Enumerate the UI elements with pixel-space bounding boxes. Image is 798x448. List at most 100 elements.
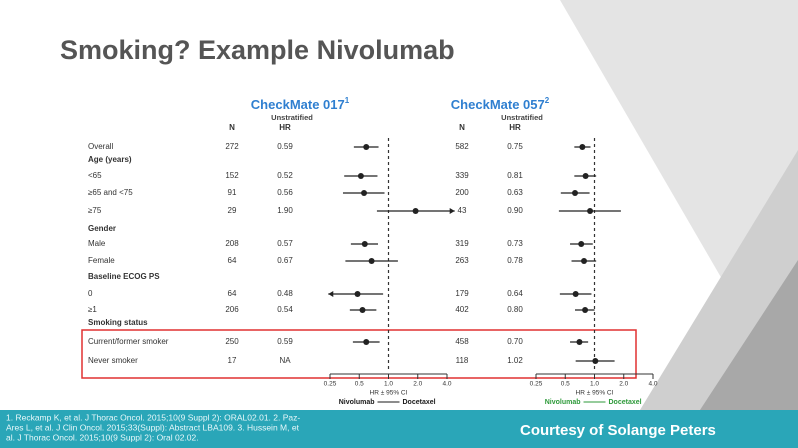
n-value: 206 [225, 305, 239, 314]
x-tick-label: 0.5 [561, 381, 570, 388]
footer-band [0, 410, 798, 448]
n-value: 29 [228, 206, 237, 215]
row-label: Baseline ECOG PS [88, 272, 160, 281]
hr-value: 0.63 [507, 188, 523, 197]
study-subtitle: Unstratified [501, 113, 543, 122]
x-axis-label: HR ± 95% CI [370, 390, 408, 397]
hr-value: 0.90 [507, 206, 523, 215]
n-value: 200 [455, 188, 469, 197]
ci-arrow [328, 291, 334, 297]
title: Smoking? Example Nivolumab [60, 35, 455, 65]
n-value: 64 [228, 256, 237, 265]
hr-value: 0.54 [277, 305, 293, 314]
hr-point [582, 173, 589, 179]
n-value: 91 [228, 188, 237, 197]
hr-value: 0.52 [277, 171, 293, 180]
study-subtitle: Unstratified [271, 113, 313, 122]
hr-point [359, 307, 366, 313]
hr-value: NA [279, 356, 291, 365]
row-label: ≥75 [88, 206, 102, 215]
hr-point [412, 208, 419, 214]
hr-point [361, 241, 368, 247]
row-label: Never smoker [88, 356, 138, 365]
x-tick-label: 1.0 [384, 381, 393, 388]
n-value: 179 [455, 289, 469, 298]
x-tick-label: 0.25 [324, 381, 337, 388]
hr-point [363, 339, 370, 345]
n-value: 250 [225, 337, 239, 346]
study-name: CheckMate 0171 [251, 96, 350, 112]
row-label: ≥1 [88, 305, 97, 314]
n-value: 43 [458, 206, 467, 215]
row-label: Age (years) [88, 155, 132, 164]
reference: al. J Thorac Oncol. 2015;10(9 Suppl 2): … [6, 432, 199, 442]
row-label: <65 [88, 171, 102, 180]
x-axis-label: HR ± 95% CI [576, 390, 614, 397]
hr-value: 0.64 [507, 289, 523, 298]
study-note: 1 [345, 96, 350, 105]
ci-arrow [449, 208, 455, 214]
hr-value: 1.90 [277, 206, 293, 215]
hr-value: 0.80 [507, 305, 523, 314]
hr-point [582, 307, 589, 313]
reference: Ares L, et al. J Clin Oncol. 2015;33(Sup… [6, 422, 300, 432]
row-label: Gender [88, 224, 116, 233]
hr-point [581, 258, 588, 264]
hr-value: 0.56 [277, 188, 293, 197]
hr-point [368, 258, 375, 264]
favors-left: Nivolumab [339, 399, 375, 406]
hr-value: 1.02 [507, 356, 523, 365]
hr-value: 0.67 [277, 256, 293, 265]
n-value: 582 [455, 142, 469, 151]
row-label: Overall [88, 142, 114, 151]
x-tick-label: 2.0 [619, 381, 628, 388]
hr-point [572, 190, 579, 196]
row-label: Smoking status [88, 318, 148, 327]
row-label: 0 [88, 289, 93, 298]
n-value: 152 [225, 171, 239, 180]
hr-value: 0.70 [507, 337, 523, 346]
favors-left: Nivolumab [545, 399, 581, 406]
n-value: 263 [455, 256, 469, 265]
row-label: ≥65 and <75 [88, 188, 133, 197]
x-tick-label: 1.0 [590, 381, 599, 388]
n-value: 458 [455, 337, 469, 346]
n-value: 64 [228, 289, 237, 298]
n-header: N [229, 123, 235, 132]
hr-value: 0.59 [277, 142, 293, 151]
x-tick-label: 2.0 [413, 381, 422, 388]
hr-value: 0.48 [277, 289, 293, 298]
credit: Courtesy of Solange Peters [520, 422, 716, 439]
study-name: CheckMate 0572 [451, 96, 550, 112]
study-name-text: CheckMate 017 [251, 97, 345, 112]
hr-point [361, 190, 368, 196]
n-value: 339 [455, 171, 469, 180]
n-value: 118 [456, 356, 469, 365]
n-value: 402 [455, 305, 469, 314]
favors-right: Docetaxel [609, 399, 642, 406]
n-value: 17 [228, 356, 237, 365]
x-tick-label: 0.5 [355, 381, 364, 388]
hr-point [354, 291, 361, 297]
x-tick-label: 0.25 [530, 381, 543, 388]
hr-point [578, 241, 585, 247]
n-value: 319 [455, 239, 469, 248]
n-value: 208 [225, 239, 239, 248]
row-label: Female [88, 256, 115, 265]
row-label: Male [88, 239, 106, 248]
n-value: 272 [225, 142, 239, 151]
n-header: N [459, 123, 465, 132]
hr-value: 0.57 [277, 239, 293, 248]
study-note: 2 [545, 96, 550, 105]
favors-right: Docetaxel [403, 399, 436, 406]
reference: 1. Reckamp K, et al. J Thorac Oncol. 201… [6, 412, 300, 422]
decor-triangle [700, 260, 798, 410]
hr-value: 0.75 [507, 142, 523, 151]
hr-point [357, 173, 364, 179]
hr-value: 0.78 [507, 256, 523, 265]
hr-value: 0.59 [277, 337, 293, 346]
x-tick-label: 4.0 [648, 381, 657, 388]
hr-point [587, 208, 594, 214]
hr-point [579, 144, 586, 150]
hr-point [363, 144, 370, 150]
